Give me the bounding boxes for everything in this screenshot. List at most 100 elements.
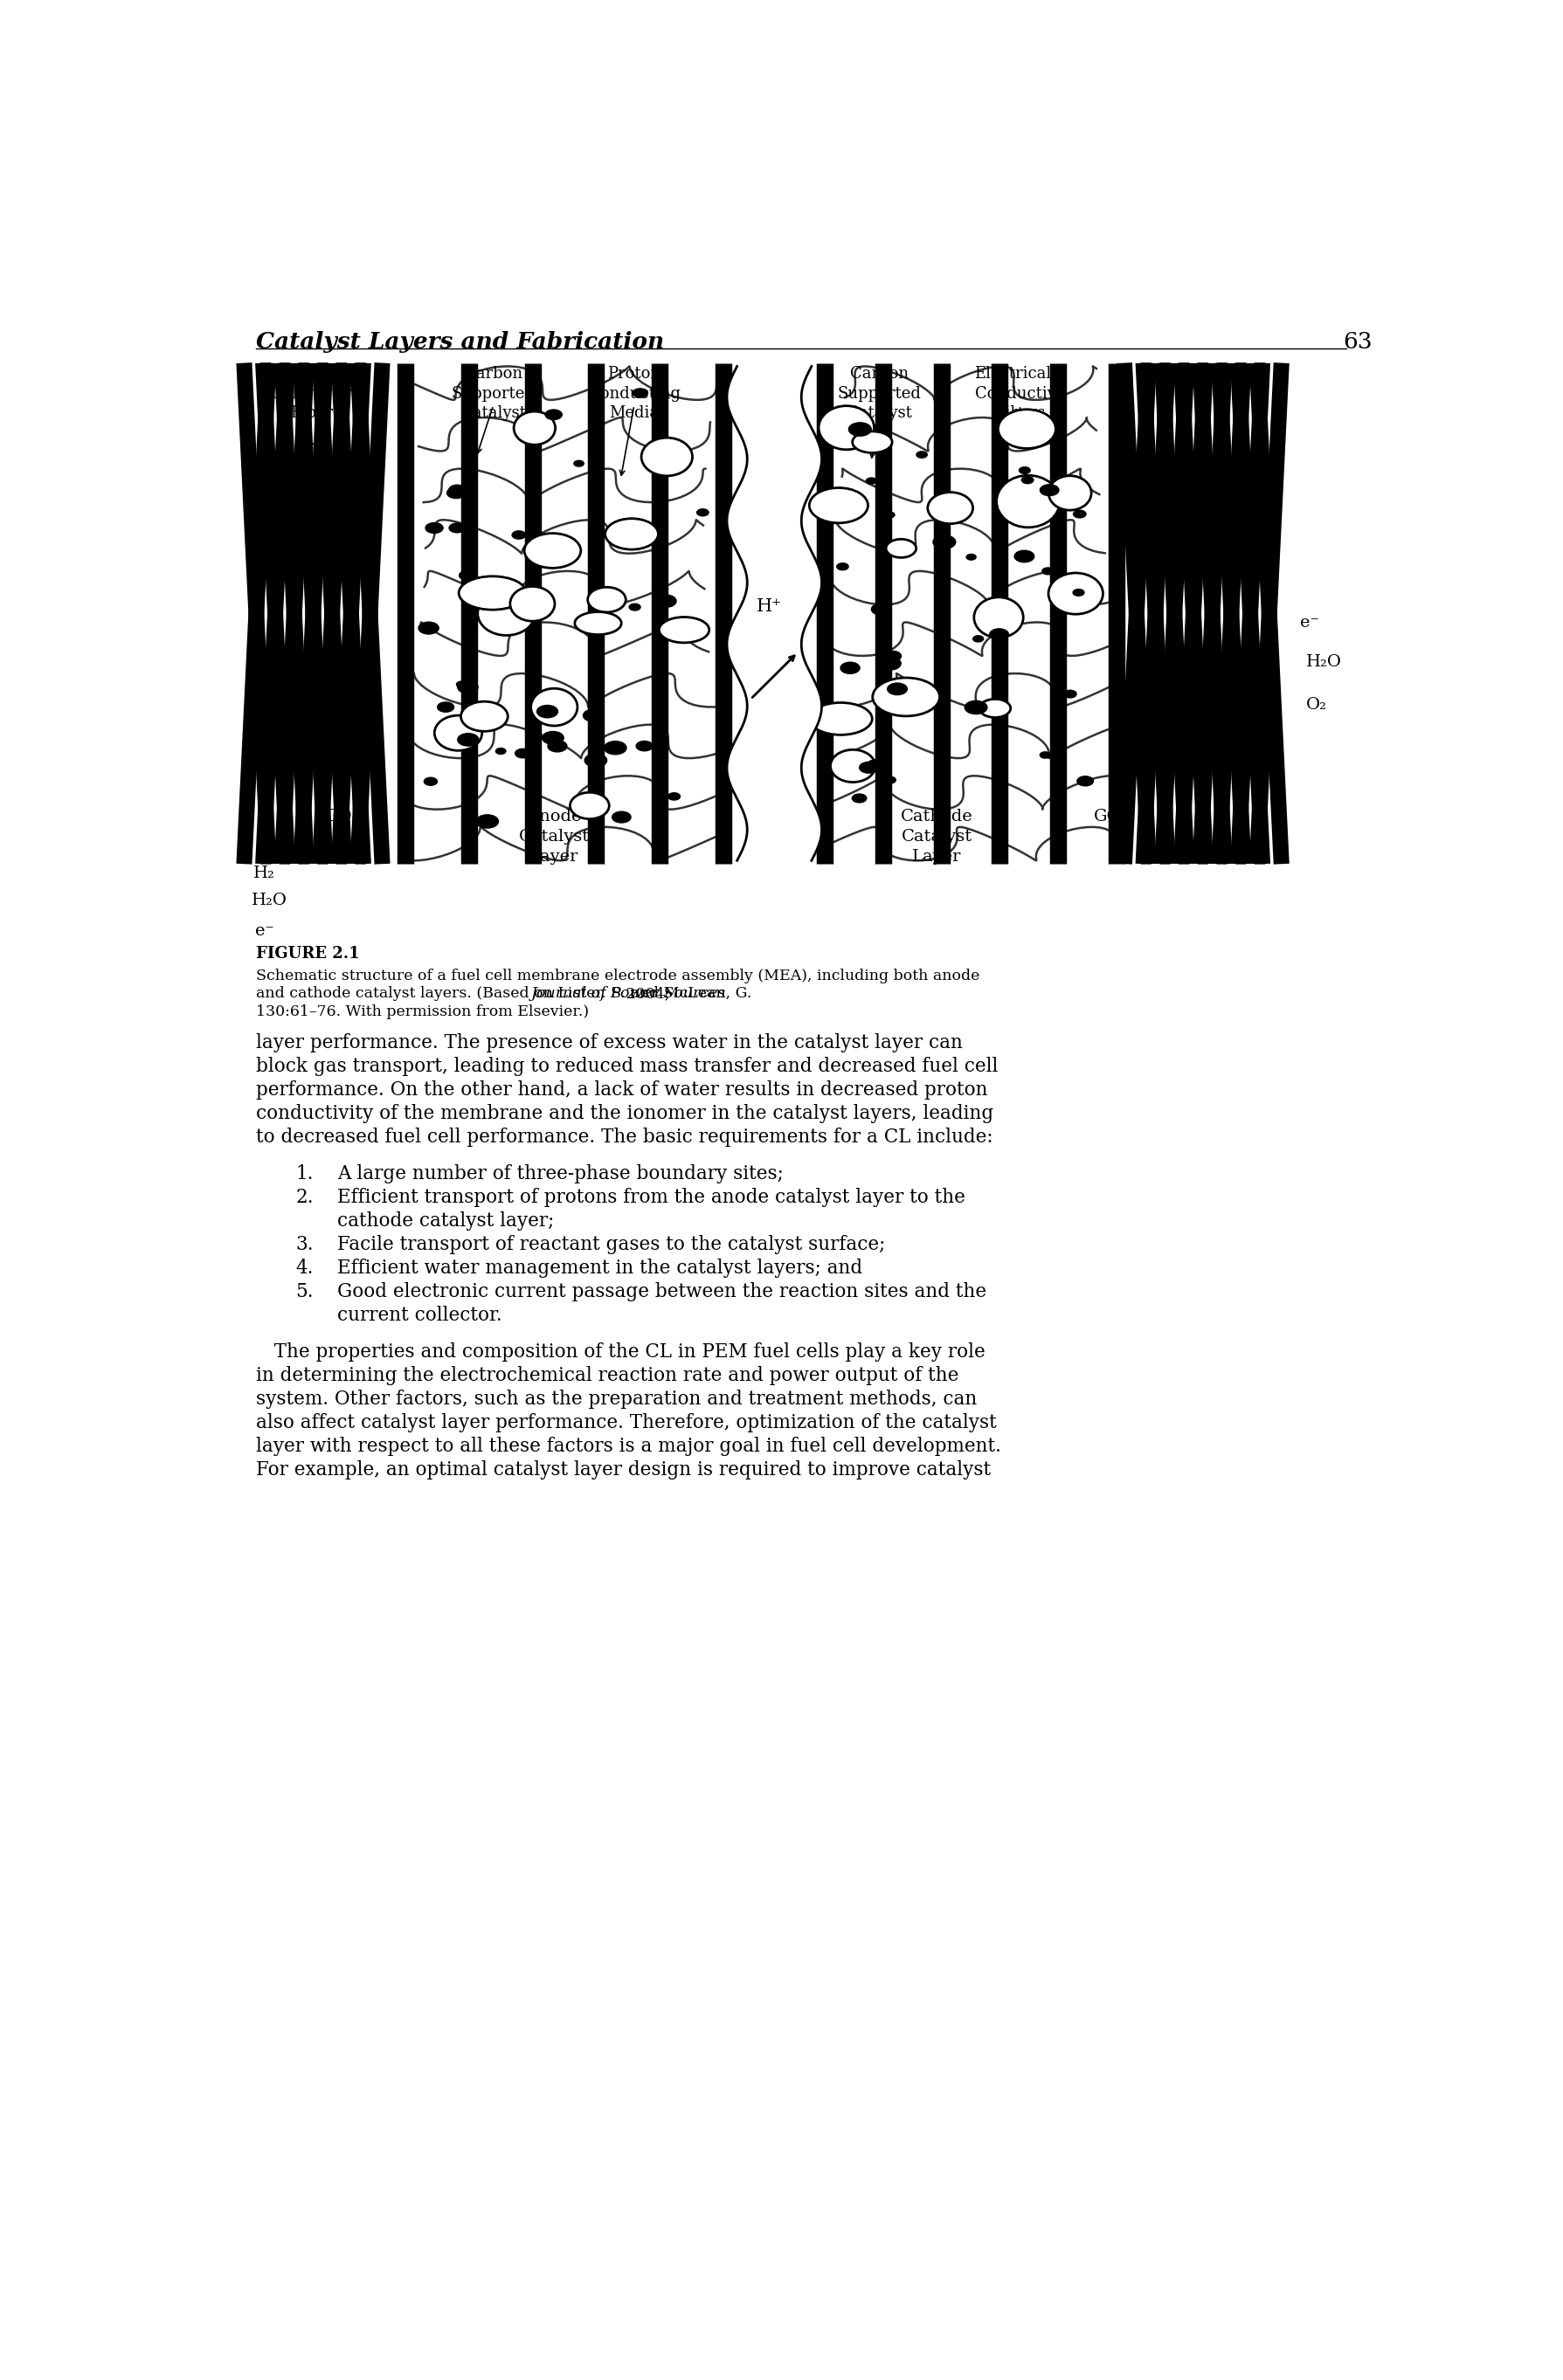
Ellipse shape: [510, 585, 555, 621]
Ellipse shape: [974, 635, 983, 643]
Text: Journal of Power Sources: Journal of Power Sources: [531, 985, 727, 1002]
Text: 63: 63: [1343, 331, 1372, 352]
Ellipse shape: [575, 612, 622, 635]
Text: PEM: PEM: [753, 804, 796, 821]
Ellipse shape: [916, 452, 927, 457]
Text: cathode catalyst layer;: cathode catalyst layer;: [338, 1211, 555, 1230]
Text: block gas transport, leading to reduced mass transfer and decreased fuel cell: block gas transport, leading to reduced …: [256, 1057, 999, 1076]
Text: Anode
Catalyst
Layer: Anode Catalyst Layer: [519, 809, 589, 864]
Ellipse shape: [460, 576, 527, 609]
Ellipse shape: [1019, 466, 1030, 474]
Text: Proton
Conducting
Media: Proton Conducting Media: [588, 367, 680, 421]
Ellipse shape: [1014, 550, 1035, 562]
Ellipse shape: [860, 762, 878, 774]
Ellipse shape: [547, 740, 567, 752]
Text: to decreased fuel cell performance. The basic requirements for a CL include:: to decreased fuel cell performance. The …: [256, 1128, 994, 1147]
Ellipse shape: [630, 605, 641, 612]
Ellipse shape: [461, 702, 508, 731]
Text: and cathode catalyst layers. (Based on Lister. S. and McLean, G.: and cathode catalyst layers. (Based on L…: [256, 985, 756, 1002]
Ellipse shape: [460, 571, 475, 581]
Ellipse shape: [456, 681, 467, 688]
Text: Cathode
Catalyst
Layer: Cathode Catalyst Layer: [900, 809, 972, 864]
Ellipse shape: [570, 793, 610, 819]
Ellipse shape: [425, 524, 442, 533]
Text: current collector.: current collector.: [338, 1307, 502, 1326]
Ellipse shape: [1039, 486, 1058, 495]
Ellipse shape: [885, 776, 896, 783]
Ellipse shape: [495, 747, 506, 754]
Ellipse shape: [636, 740, 653, 752]
Text: 3.: 3.: [295, 1235, 314, 1254]
Text: 2.: 2.: [295, 1188, 314, 1207]
Ellipse shape: [964, 700, 988, 714]
Ellipse shape: [836, 564, 849, 571]
Ellipse shape: [447, 488, 466, 497]
Ellipse shape: [605, 519, 658, 550]
Ellipse shape: [478, 590, 535, 635]
Ellipse shape: [588, 588, 625, 612]
Ellipse shape: [980, 700, 1011, 716]
Ellipse shape: [933, 536, 955, 550]
Text: H₂O: H₂O: [252, 892, 288, 907]
Ellipse shape: [989, 628, 1008, 640]
Ellipse shape: [866, 478, 877, 483]
Ellipse shape: [538, 704, 558, 719]
Ellipse shape: [1064, 690, 1077, 697]
Ellipse shape: [655, 595, 677, 607]
Ellipse shape: [585, 754, 606, 766]
Text: in determining the electrochemical reaction rate and power output of the: in determining the electrochemical react…: [256, 1366, 960, 1385]
Ellipse shape: [830, 750, 875, 783]
Text: system. Other factors, such as the preparation and treatment methods, can: system. Other factors, such as the prepa…: [256, 1390, 977, 1409]
Ellipse shape: [524, 533, 581, 569]
Text: layer performance. The presence of excess water in the catalyst layer can: layer performance. The presence of exces…: [256, 1033, 963, 1052]
Text: Schematic structure of a fuel cell membrane electrode assembly (MEA), including : Schematic structure of a fuel cell membr…: [256, 969, 980, 983]
Ellipse shape: [697, 509, 708, 516]
Ellipse shape: [605, 740, 627, 754]
Ellipse shape: [875, 424, 888, 431]
Ellipse shape: [660, 616, 710, 643]
Ellipse shape: [583, 709, 603, 721]
Ellipse shape: [424, 778, 438, 785]
Text: 5.: 5.: [295, 1283, 314, 1302]
Polygon shape: [727, 367, 822, 862]
Ellipse shape: [819, 407, 874, 450]
Ellipse shape: [852, 795, 866, 802]
Text: H₂O: H₂O: [1305, 655, 1341, 669]
Ellipse shape: [419, 621, 439, 633]
Text: H₂: H₂: [253, 866, 275, 881]
Text: Electrically
Conductive
Fibers: Electrically Conductive Fibers: [975, 367, 1066, 421]
Text: 4.: 4.: [295, 1259, 314, 1278]
Ellipse shape: [1022, 476, 1033, 483]
Ellipse shape: [872, 605, 891, 614]
Ellipse shape: [458, 733, 478, 745]
Text: Catalyst Layers and Fabrication: Catalyst Layers and Fabrication: [256, 331, 664, 352]
Text: FIGURE 2.1: FIGURE 2.1: [256, 945, 359, 962]
Ellipse shape: [852, 431, 892, 452]
Ellipse shape: [872, 678, 939, 716]
Ellipse shape: [513, 531, 525, 538]
Text: layer with respect to all these factors is a major goal in fuel cell development: layer with respect to all these factors …: [256, 1438, 1002, 1457]
Ellipse shape: [531, 688, 577, 726]
Ellipse shape: [613, 812, 631, 823]
Text: 130:61–76. With permission from Elsevier.): 130:61–76. With permission from Elsevier…: [256, 1004, 589, 1019]
Text: Good electronic current passage between the reaction sites and the: Good electronic current passage between …: [338, 1283, 986, 1302]
Text: Efficient water management in the catalyst layers; and: Efficient water management in the cataly…: [338, 1259, 863, 1278]
Ellipse shape: [545, 409, 563, 419]
Text: GOL: GOL: [1094, 809, 1132, 823]
Ellipse shape: [999, 409, 1055, 447]
Text: A large number of three-phase boundary sites;: A large number of three-phase boundary s…: [338, 1164, 783, 1183]
Ellipse shape: [928, 493, 972, 524]
Text: Electrically
Conductive
Fibers: Electrically Conductive Fibers: [270, 367, 361, 421]
Ellipse shape: [514, 412, 555, 445]
Text: Carbon
Supported
Catalyst: Carbon Supported Catalyst: [838, 367, 921, 421]
Text: 1.: 1.: [295, 1164, 314, 1183]
Text: For example, an optimal catalyst layer design is required to improve catalyst: For example, an optimal catalyst layer d…: [256, 1461, 991, 1480]
Ellipse shape: [542, 731, 564, 745]
Text: performance. On the other hand, a lack of water results in decreased proton: performance. On the other hand, a lack o…: [256, 1081, 988, 1100]
Ellipse shape: [974, 597, 1024, 638]
Ellipse shape: [885, 512, 894, 519]
Text: Carbon
Supported
Catalyst: Carbon Supported Catalyst: [452, 367, 535, 421]
Ellipse shape: [1049, 476, 1091, 509]
Ellipse shape: [574, 462, 585, 466]
Ellipse shape: [633, 388, 647, 397]
